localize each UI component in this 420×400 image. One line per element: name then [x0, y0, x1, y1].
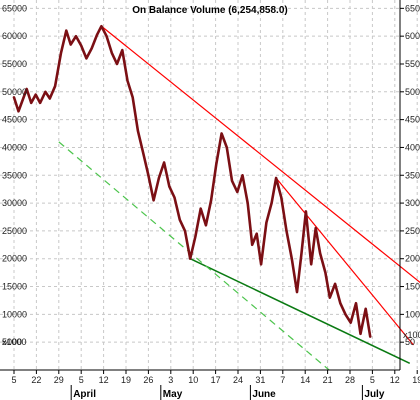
x-tick-label: 24 [233, 375, 243, 385]
x-tick-label: 29 [54, 375, 64, 385]
right-tick-label: 550 [405, 59, 420, 69]
left-tick-label: 10000 [2, 309, 27, 319]
right-tick-label: 400 [405, 142, 420, 152]
support_dashed-trendline [58, 141, 330, 371]
x-tick-label: 3 [168, 375, 173, 385]
left-tick-label: 40000 [2, 142, 27, 152]
right-tick-label: 150 [405, 282, 420, 292]
x-tick-label: 31 [255, 375, 265, 385]
left-tick-label: 55000 [2, 59, 27, 69]
month-label: May [163, 389, 183, 400]
right-tick-label: 50 [405, 337, 415, 347]
x-tick-label: 12 [390, 375, 400, 385]
left-tick-label: 35000 [2, 170, 27, 180]
x-tick-label: 14 [300, 375, 310, 385]
chart-title: On Balance Volume (6,254,858.0) [132, 5, 287, 16]
resistance-trendline [100, 25, 420, 284]
left-tick-label: 20000 [2, 254, 27, 264]
right-tick-label: 300 [405, 198, 420, 208]
x-tick-label: 5 [370, 375, 375, 385]
left-axis-unit: x1000 [2, 337, 27, 347]
right-tick-label: 600 [405, 31, 420, 41]
obv-series-line [12, 24, 372, 338]
left-tick-label: 45000 [2, 115, 27, 125]
right-tick-label: 200 [405, 254, 420, 264]
x-tick-label: 21 [323, 375, 333, 385]
left-tick-label: 5000 [2, 337, 22, 347]
x-tick-label: 5 [79, 375, 84, 385]
right-tick-label: 350 [405, 170, 420, 180]
x-tick-label: 12 [99, 375, 109, 385]
right-tick-label: 100 [405, 309, 420, 319]
right-tick-label: 500 [405, 87, 420, 97]
right-tick-label: 250 [405, 226, 420, 236]
right-axis-unit: x1000 [403, 330, 420, 340]
x-tick-label: 28 [345, 375, 355, 385]
month-label: June [252, 389, 276, 400]
trendlines [58, 25, 420, 371]
left-tick-label: 30000 [2, 198, 27, 208]
x-tick-label: 17 [211, 375, 221, 385]
x-tick-label: 19 [412, 375, 420, 385]
support-trendline [189, 258, 411, 365]
left-tick-label: 60000 [2, 31, 27, 41]
month-label: April [73, 389, 96, 400]
right-tick-label: 650 [405, 3, 420, 13]
left-tick-label: 15000 [2, 282, 27, 292]
x-tick-label: 5 [11, 375, 16, 385]
left-tick-label: 65000 [2, 3, 27, 13]
left-axis: 65000 60000 55000 50000 45000 40000 35000 30000… [2, 3, 27, 347]
x-tick-label: 7 [280, 375, 285, 385]
resistance-trendline [275, 177, 414, 346]
right-tick-label: 450 [405, 115, 420, 125]
x-axis: 5 22 29 5 12 19 26 3 10 17 24 31 7 14 21 28 5 12 19 April Ma… [11, 370, 420, 400]
series-layer [12, 24, 372, 338]
grid [0, 0, 418, 370]
left-tick-label: 25000 [2, 226, 27, 236]
x-tick-label: 19 [121, 375, 131, 385]
right-axis: 650 600 550 500 450 400 350 300 250 200 150 100 50 [400, 3, 420, 347]
left-tick-label: 50000 [2, 87, 27, 97]
x-tick-label: 26 [143, 375, 153, 385]
x-tick-label: 22 [31, 375, 41, 385]
x-tick-label: 10 [188, 375, 198, 385]
month-label: July [364, 389, 384, 400]
